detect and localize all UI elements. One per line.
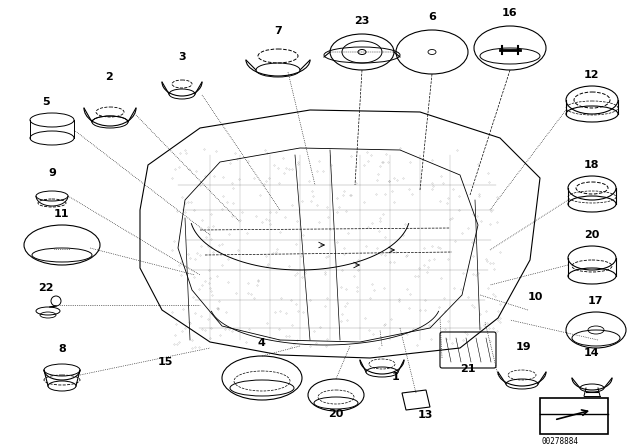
Text: 9: 9 (48, 168, 56, 178)
Text: 21: 21 (460, 364, 476, 374)
Text: 00278884: 00278884 (542, 437, 579, 446)
Text: 22: 22 (38, 283, 54, 293)
Text: 11: 11 (54, 209, 70, 219)
Text: 18: 18 (584, 160, 600, 170)
Text: 2: 2 (105, 72, 113, 82)
Text: 23: 23 (354, 16, 369, 26)
Text: 4: 4 (258, 338, 266, 348)
Text: 3: 3 (178, 52, 186, 62)
Text: 19: 19 (516, 342, 532, 352)
Text: 13: 13 (418, 410, 433, 420)
Text: 12: 12 (584, 70, 600, 80)
Text: 20: 20 (328, 409, 344, 419)
Text: 8: 8 (58, 344, 66, 354)
Text: 10: 10 (528, 292, 543, 302)
Text: 17: 17 (588, 296, 604, 306)
Text: 5: 5 (42, 97, 50, 107)
Text: 20: 20 (584, 230, 600, 240)
Text: 14: 14 (584, 348, 600, 358)
Text: 7: 7 (274, 26, 282, 36)
Text: 1: 1 (392, 372, 400, 382)
Text: 16: 16 (502, 8, 518, 18)
Text: 15: 15 (158, 357, 173, 367)
Text: 6: 6 (428, 12, 436, 22)
